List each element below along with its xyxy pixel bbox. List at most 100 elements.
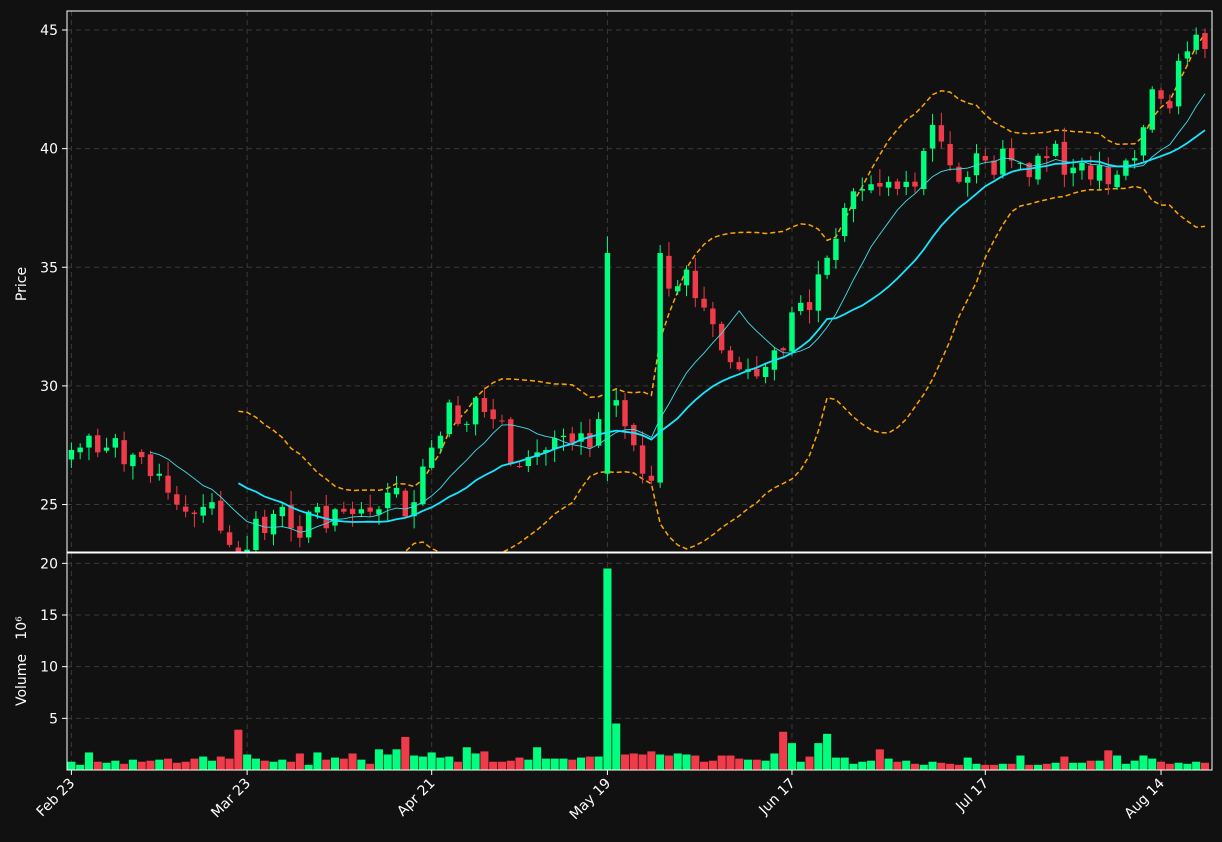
candle-body — [244, 549, 250, 552]
candle-body — [288, 504, 294, 529]
candle-body — [525, 457, 532, 466]
candle-body — [77, 447, 83, 453]
candle-body — [666, 255, 672, 289]
volume-bar — [1033, 764, 1043, 770]
volume-bar — [128, 759, 137, 770]
candle-body — [174, 494, 180, 505]
candle-body — [218, 500, 224, 531]
candle-body — [780, 348, 786, 351]
volume-bar — [1086, 760, 1095, 770]
candle-body — [841, 207, 848, 237]
candle-body — [411, 502, 417, 517]
volume-bar — [418, 756, 427, 770]
volume-panel-frame — [66, 552, 1213, 771]
volume-bar — [427, 752, 436, 770]
candle-body — [859, 188, 865, 191]
candle-body — [921, 150, 927, 190]
volume-bar — [998, 763, 1007, 770]
volume-bar — [884, 758, 893, 770]
volume-bar — [111, 760, 120, 770]
candle-body — [964, 177, 971, 183]
volume-bar — [199, 756, 208, 770]
bollinger-upper-band — [238, 33, 1206, 492]
volume-bar — [937, 762, 946, 770]
candle-body — [815, 274, 822, 311]
volume-bar — [735, 758, 744, 770]
volume-bar — [787, 743, 797, 770]
volume-bar — [568, 759, 577, 770]
volume-bar — [1200, 762, 1210, 770]
volume-bar — [840, 757, 849, 770]
candle-body — [516, 466, 523, 468]
volume-bar — [1016, 755, 1025, 770]
volume-bar — [577, 757, 586, 770]
candle-body — [789, 312, 795, 352]
price-tick-label: 30 — [40, 379, 58, 395]
candle-body — [446, 402, 452, 435]
candle-body — [1026, 163, 1032, 178]
candle-body — [1017, 162, 1024, 164]
candle-body — [604, 253, 611, 474]
candle-body — [718, 323, 725, 351]
volume-bar — [93, 761, 102, 770]
volume-bar — [1095, 760, 1104, 770]
volume-bar — [1069, 762, 1078, 770]
moving-average-20 — [237, 129, 1206, 523]
volume-bar — [480, 751, 489, 770]
volume-bar — [550, 758, 559, 770]
candle-body — [182, 506, 189, 512]
volume-bar — [1183, 763, 1192, 770]
volume-bar — [1192, 761, 1201, 770]
volume-bar — [67, 761, 76, 770]
candle-body — [1079, 162, 1085, 171]
candle-body — [455, 405, 461, 424]
candle-body — [420, 466, 426, 505]
volume-bar — [779, 731, 788, 770]
volume-bar — [304, 764, 313, 770]
volume-bar — [1042, 763, 1051, 770]
volume-bar — [928, 761, 937, 770]
candle-body — [1000, 148, 1006, 175]
candle-body — [95, 435, 101, 453]
volume-bar — [796, 761, 805, 770]
candle-body — [648, 475, 655, 481]
volume-bar — [638, 754, 647, 770]
date-tick-label: Mar 23 — [208, 776, 254, 822]
volume-tick-label: 10 — [40, 660, 58, 676]
candle-body — [367, 507, 373, 512]
volume-bar — [374, 749, 383, 770]
volume-bar — [533, 747, 542, 770]
candle-body — [1202, 33, 1208, 49]
candle-body — [86, 435, 92, 448]
volume-bar — [743, 759, 753, 770]
candle-body — [1114, 174, 1120, 188]
volume-bar — [893, 761, 902, 770]
volume-bar — [919, 764, 928, 770]
date-tick-label: Aug 14 — [1121, 775, 1167, 821]
date-tick-labels: Feb 23 Mar 23 Apr 21 May 19 Jun 17 Jul 17 Aug … — [34, 770, 1168, 823]
volume-bar — [647, 751, 656, 770]
candle-body — [929, 124, 936, 149]
volume-bar — [875, 749, 884, 770]
candle-body — [1061, 141, 1068, 175]
candle-body — [1105, 167, 1112, 185]
volume-tick-label: 15 — [40, 608, 58, 624]
candle-body — [798, 302, 804, 311]
candle-body — [727, 350, 734, 363]
candle-body — [376, 509, 382, 515]
volume-panel: 5 10 15 20 — [40, 552, 1213, 771]
volume-bar — [401, 736, 410, 770]
candle-body — [569, 433, 576, 443]
bollinger-bands — [238, 33, 1206, 552]
candle-body — [560, 435, 567, 438]
candle-body — [657, 253, 663, 483]
candle-body — [235, 547, 242, 552]
volume-axis-label: Volume — [14, 654, 30, 706]
candle-body — [226, 532, 233, 545]
candle-body — [578, 433, 584, 442]
candle-body — [1096, 165, 1103, 181]
candle-body — [595, 419, 602, 446]
date-tick-label: Jun 17 — [756, 776, 799, 819]
volume-bar — [770, 753, 779, 770]
candle-body — [806, 302, 813, 310]
